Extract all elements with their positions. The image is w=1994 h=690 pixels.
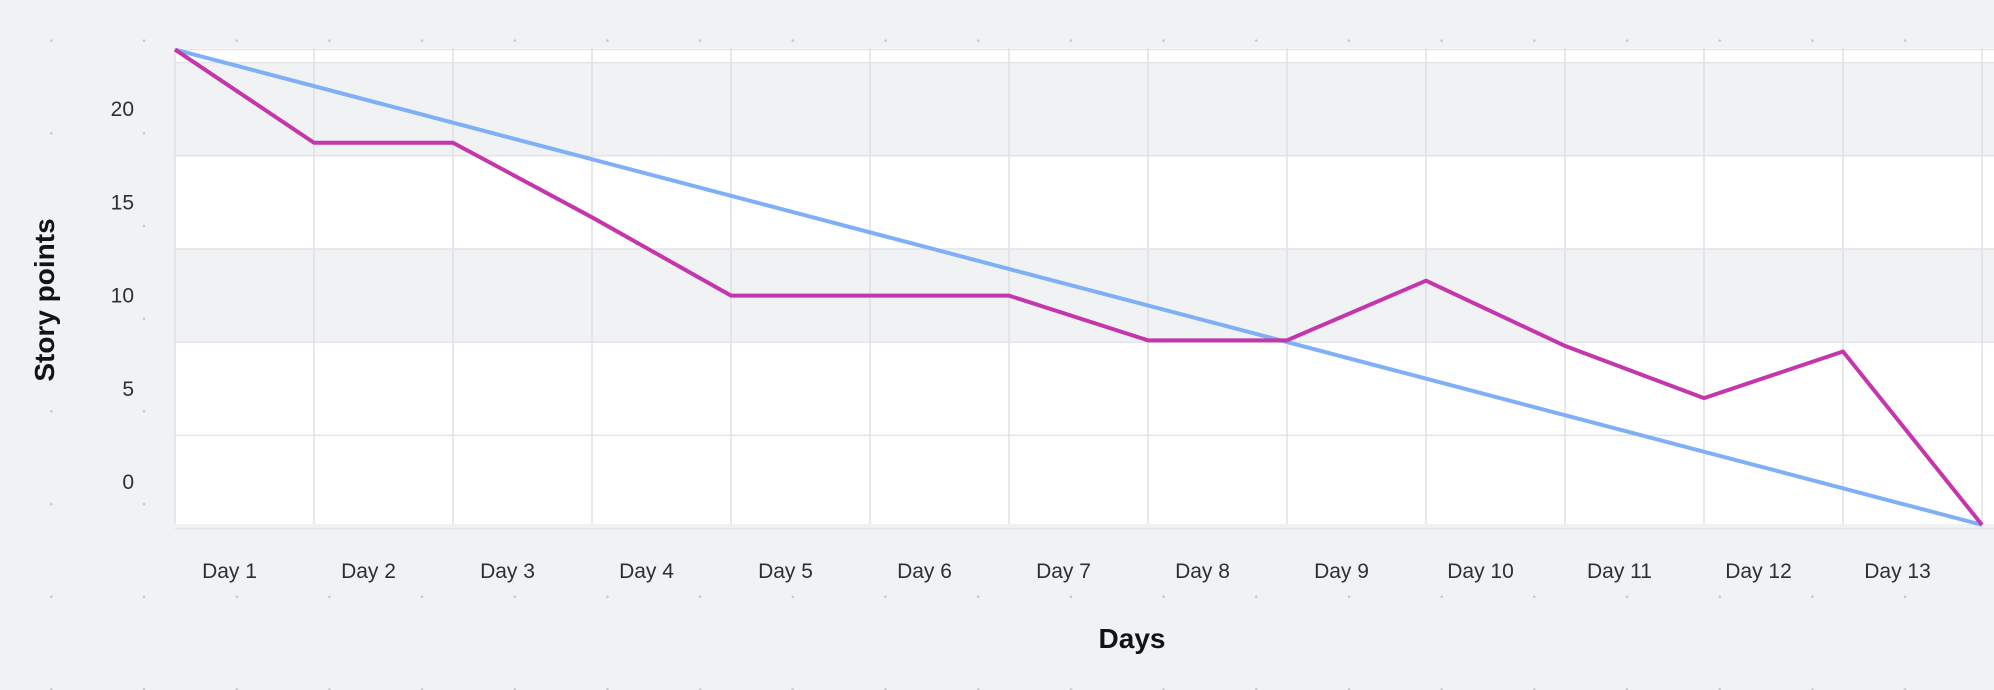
grid-band: [175, 62, 1994, 156]
plot-background: [174, 48, 1994, 530]
horizontal-gridlines: [175, 48, 1994, 530]
x-axis-ticks: Day 1 Day 2 Day 3 Day 4 Day 5 Day 6 Day 7 Day 8…: [202, 560, 1931, 583]
x-tick-label: Day 10: [1447, 560, 1514, 583]
series-line: [173, 47, 1984, 527]
y-axis-ticks: 0 5 10 15 20: [111, 98, 134, 494]
x-tick-label: Day 13: [1864, 560, 1931, 583]
grid-band: [175, 249, 1994, 343]
y-tick-label: 15: [111, 191, 134, 214]
series-line: [174, 47, 1983, 527]
grid-bands: [175, 62, 1994, 343]
y-tick-label: 0: [122, 471, 134, 494]
y-tick-label: 5: [122, 378, 134, 401]
x-tick-label: Day 3: [480, 560, 535, 583]
y-tick-label: 20: [111, 98, 134, 121]
x-tick-label: Day 1: [202, 560, 257, 583]
vertical-gridlines: [174, 48, 1983, 524]
x-tick-label: Day 6: [897, 560, 952, 583]
x-tick-label: Day 12: [1725, 560, 1792, 583]
x-tick-label: Day 5: [758, 560, 813, 583]
y-tick-label: 10: [111, 285, 134, 308]
x-tick-label: Day 9: [1314, 560, 1369, 583]
x-tick-label: Day 11: [1587, 560, 1652, 583]
x-axis-title: Days: [1099, 623, 1166, 654]
y-axis-title: Story points: [29, 218, 60, 381]
x-tick-label: Day 4: [619, 560, 674, 583]
x-tick-label: Day 7: [1036, 560, 1091, 583]
series-layer: [173, 47, 1984, 527]
x-tick-label: Day 2: [341, 560, 396, 583]
x-tick-label: Day 8: [1175, 560, 1230, 583]
